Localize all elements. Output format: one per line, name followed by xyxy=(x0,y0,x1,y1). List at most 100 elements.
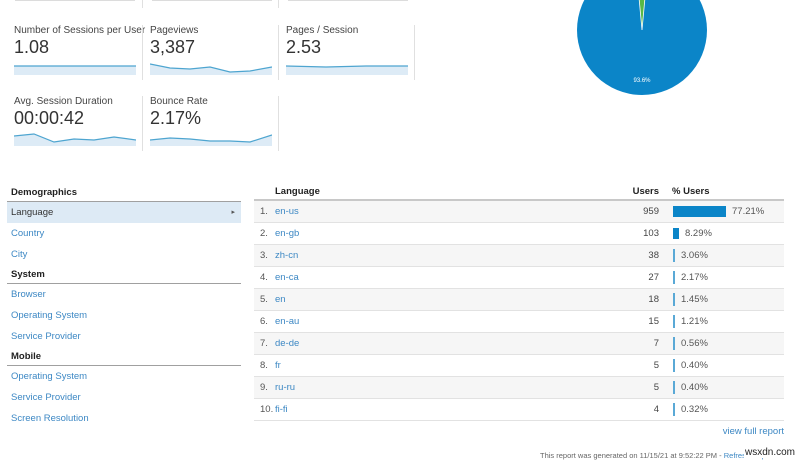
table-row: 5. en 18 1.45% xyxy=(254,289,784,311)
pct-bar xyxy=(673,359,675,372)
pct-users-value: 1.45% xyxy=(681,294,708,305)
language-link[interactable]: en-ca xyxy=(275,272,299,283)
table-body: 1. en-us 959 77.21% 2. en-gb 103 8.29% 3. zh-cn 38… xyxy=(254,201,784,421)
language-link[interactable]: fi-fi xyxy=(275,404,288,415)
sparkline xyxy=(14,133,136,146)
metric-avg-session-duration[interactable]: Avg. Session Duration 00:00:42 xyxy=(14,96,138,166)
nav-item-country[interactable]: Country xyxy=(11,228,45,239)
generated-text: This report was generated on 11/15/21 at… xyxy=(540,451,724,460)
pct-bar xyxy=(673,293,675,306)
sparkline xyxy=(286,65,408,75)
table-row: 3. zh-cn 38 3.06% xyxy=(254,245,784,267)
metric-value: 2.17% xyxy=(150,108,202,128)
language-link[interactable]: fr xyxy=(275,360,281,371)
language-link[interactable]: de-de xyxy=(275,338,300,349)
table-row: 10. fi-fi 4 0.32% xyxy=(254,399,784,421)
metric-value: 2.53 xyxy=(286,37,322,57)
pct-bar xyxy=(673,381,675,394)
pct-bar xyxy=(673,249,675,262)
view-full-report-link[interactable]: view full report xyxy=(722,426,784,437)
users-count: 4 xyxy=(653,404,659,415)
pct-users-value: 0.40% xyxy=(681,360,708,371)
header-users: Users xyxy=(632,186,659,197)
pct-bar xyxy=(673,315,675,328)
column-separator xyxy=(278,0,279,8)
nav-item-mobile-operating-system[interactable]: Operating System xyxy=(11,371,88,382)
nav-item-city[interactable]: City xyxy=(11,249,28,260)
metric-pages-per-session[interactable]: Pages / Session 2.53 xyxy=(286,25,410,95)
language-link[interactable]: en-us xyxy=(275,206,299,217)
metric-label: Avg. Session Duration xyxy=(14,96,113,107)
pct-bar xyxy=(673,337,675,350)
table-row: 2. en-gb 103 8.29% xyxy=(254,223,784,245)
card-divider xyxy=(288,0,408,1)
nav-item-mobile-service-provider[interactable]: Service Provider xyxy=(11,392,81,403)
pie-chart[interactable]: 93.6% xyxy=(576,0,708,96)
pct-bar xyxy=(673,206,726,217)
report-generated-text: This report was generated on 11/15/21 at… xyxy=(540,451,775,460)
users-count: 103 xyxy=(643,228,659,239)
nav-section-mobile: Mobile xyxy=(7,347,241,366)
users-count: 18 xyxy=(648,294,659,305)
card-divider xyxy=(152,0,272,1)
column-separator xyxy=(278,96,279,151)
pie-label: 93.6% xyxy=(633,78,651,84)
row-index: 9. xyxy=(260,382,268,393)
users-count: 38 xyxy=(648,250,659,261)
table-row: 4. en-ca 27 2.17% xyxy=(254,267,784,289)
row-index: 8. xyxy=(260,360,268,371)
sparkline xyxy=(150,63,272,75)
column-separator xyxy=(278,25,279,80)
row-index: 6. xyxy=(260,316,268,327)
table-row: 1. en-us 959 77.21% xyxy=(254,201,784,223)
column-separator xyxy=(414,25,415,80)
nav-section-system: System xyxy=(7,265,241,284)
nav-item-language[interactable]: Language ▸ xyxy=(7,202,241,223)
card-divider xyxy=(15,0,135,1)
pct-users-value: 3.06% xyxy=(681,250,708,261)
nav-section-demographics: Demographics xyxy=(7,183,241,202)
column-separator xyxy=(142,96,143,151)
users-count: 27 xyxy=(648,272,659,283)
users-count: 959 xyxy=(643,206,659,217)
row-index: 4. xyxy=(260,272,268,283)
pct-users-value: 77.21% xyxy=(732,206,765,217)
row-index: 3. xyxy=(260,250,268,261)
row-index: 1. xyxy=(260,206,268,217)
metric-label: Pages / Session xyxy=(286,25,359,36)
row-index: 10. xyxy=(260,404,274,415)
language-link[interactable]: zh-cn xyxy=(275,250,299,261)
nav-item-browser[interactable]: Browser xyxy=(11,289,46,300)
pct-users-value: 0.32% xyxy=(681,404,708,415)
metric-value: 1.08 xyxy=(14,37,50,57)
sparkline xyxy=(150,134,272,146)
nav-item-service-provider[interactable]: Service Provider xyxy=(11,331,81,342)
nav-item-label: Language xyxy=(11,207,54,218)
nav-item-operating-system[interactable]: Operating System xyxy=(11,310,88,321)
users-count: 15 xyxy=(648,316,659,327)
users-count: 7 xyxy=(653,338,659,349)
metric-sessions-per-user[interactable]: Number of Sessions per User 1.08 xyxy=(14,25,145,95)
language-link[interactable]: en xyxy=(275,294,286,305)
users-count: 5 xyxy=(653,382,659,393)
table-row: 9. ru-ru 5 0.40% xyxy=(254,377,784,399)
table-row: 7. de-de 7 0.56% xyxy=(254,333,784,355)
language-link[interactable]: en-au xyxy=(275,316,300,327)
metric-value: 3,387 xyxy=(150,37,196,57)
metric-bounce-rate[interactable]: Bounce Rate 2.17% xyxy=(150,96,274,166)
pct-users-value: 0.40% xyxy=(681,382,708,393)
language-link[interactable]: en-gb xyxy=(275,228,300,239)
row-index: 5. xyxy=(260,294,268,305)
column-separator xyxy=(142,0,143,8)
row-index: 2. xyxy=(260,228,268,239)
metric-label: Number of Sessions per User xyxy=(14,25,146,36)
row-index: 7. xyxy=(260,338,268,349)
metric-value: 00:00:42 xyxy=(14,108,85,128)
nav-item-screen-resolution[interactable]: Screen Resolution xyxy=(11,413,89,424)
metric-pageviews[interactable]: Pageviews 3,387 xyxy=(150,25,274,95)
language-link[interactable]: ru-ru xyxy=(275,382,296,393)
table-row: 6. en-au 15 1.21% xyxy=(254,311,784,333)
users-count: 5 xyxy=(653,360,659,371)
header-pct-users: % Users xyxy=(672,186,710,197)
pct-bar xyxy=(673,228,679,239)
